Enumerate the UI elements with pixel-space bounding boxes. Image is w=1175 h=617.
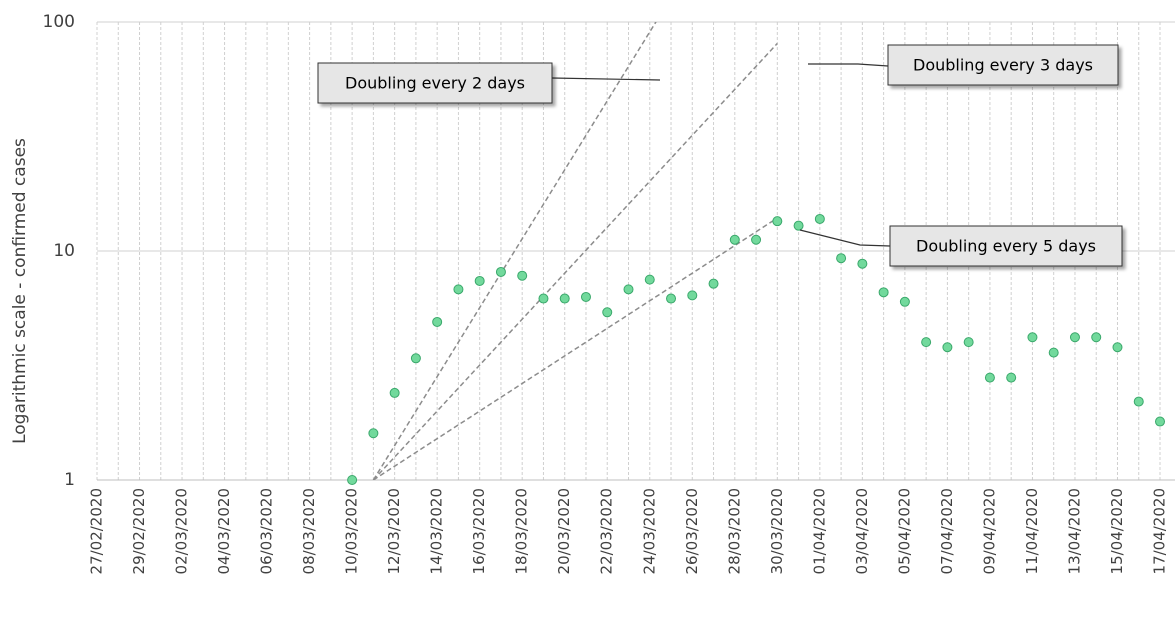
annotation-label: Doubling every 2 days <box>345 74 525 93</box>
x-tick-label: 26/03/2020 <box>683 488 701 574</box>
data-point <box>495 266 506 277</box>
x-tick-label: 14/03/2020 <box>428 488 446 574</box>
annotation-box <box>887 44 1119 86</box>
leader-line <box>808 63 889 67</box>
data-point <box>1069 332 1080 343</box>
x-tick-label: 27/02/2020 <box>88 488 106 574</box>
annotation-box <box>317 62 553 104</box>
y-tick-label: 100 <box>43 12 75 32</box>
x-tick-label: 02/03/2020 <box>173 488 191 574</box>
x-tick-label: 18/03/2020 <box>513 488 531 574</box>
data-point <box>687 290 698 301</box>
data-point <box>517 270 528 281</box>
data-point <box>474 275 485 286</box>
annotation-label: Doubling every 3 days <box>913 56 1093 75</box>
x-tick-label: 22/03/2020 <box>598 488 616 574</box>
leader-line <box>551 77 661 81</box>
data-point <box>559 293 570 304</box>
data-point <box>1155 416 1165 427</box>
x-tick-label: 16/03/2020 <box>470 488 488 574</box>
data-point <box>410 353 421 364</box>
data-point <box>963 337 974 348</box>
data-point <box>368 428 379 439</box>
x-tick-label: 10/03/2020 <box>343 488 361 574</box>
x-tick-label: 09/04/2020 <box>980 488 998 574</box>
data-point <box>602 307 613 318</box>
data-point <box>1091 332 1102 343</box>
data-point <box>772 216 783 227</box>
leader-line <box>799 229 891 247</box>
data-point <box>857 258 868 269</box>
y-tick-label: 10 <box>53 241 75 261</box>
data-point <box>751 234 762 245</box>
data-point <box>814 213 825 224</box>
data-point <box>644 274 655 285</box>
x-tick-label: 06/03/2020 <box>258 488 276 574</box>
doubling-line <box>372 22 657 480</box>
data-point <box>1112 342 1123 353</box>
x-tick-label: 08/03/2020 <box>300 488 318 574</box>
y-tick-label: 1 <box>64 470 75 490</box>
data-point <box>708 278 719 289</box>
doubling-line <box>372 42 778 480</box>
data-point <box>453 284 464 295</box>
x-tick-label: 30/03/2020 <box>768 488 786 574</box>
x-tick-label: 11/04/2020 <box>1023 488 1041 574</box>
x-tick-label: 12/03/2020 <box>385 488 403 574</box>
data-point <box>1027 332 1038 343</box>
data-point <box>793 220 804 231</box>
x-tick-label: 17/04/2020 <box>1151 488 1169 574</box>
x-tick-label: 29/02/2020 <box>130 488 148 574</box>
data-point <box>347 475 358 485</box>
data-point <box>1048 347 1059 358</box>
data-point <box>921 337 932 348</box>
x-tick-label: 20/03/2020 <box>555 488 573 574</box>
data-point <box>1006 372 1017 383</box>
data-point <box>878 287 889 298</box>
y-axis-label: Logarithmic scale - confirmed cases <box>10 138 30 444</box>
data-point <box>1133 396 1144 407</box>
data-point <box>899 296 910 307</box>
x-tick-label: 15/04/2020 <box>1108 488 1126 574</box>
x-tick-label: 01/04/2020 <box>810 488 828 574</box>
x-tick-label: 24/03/2020 <box>640 488 658 574</box>
x-tick-label: 05/04/2020 <box>895 488 913 574</box>
data-point <box>984 372 995 383</box>
data-point <box>580 291 591 302</box>
data-point <box>389 387 400 398</box>
x-tick-label: 07/04/2020 <box>938 488 956 574</box>
x-tick-label: 03/04/2020 <box>853 488 871 574</box>
data-point <box>432 316 443 327</box>
annotation-box <box>889 225 1123 267</box>
x-tick-label: 28/03/2020 <box>725 488 743 574</box>
data-point <box>666 293 677 304</box>
data-point <box>729 234 740 245</box>
data-point <box>942 342 953 353</box>
data-point <box>538 293 549 304</box>
x-tick-label: 13/04/2020 <box>1065 488 1083 574</box>
data-point <box>623 284 634 295</box>
doubling-line <box>372 217 778 480</box>
annotation-label: Doubling every 5 days <box>916 237 1096 256</box>
x-tick-label: 04/03/2020 <box>215 488 233 574</box>
data-point <box>836 253 847 264</box>
